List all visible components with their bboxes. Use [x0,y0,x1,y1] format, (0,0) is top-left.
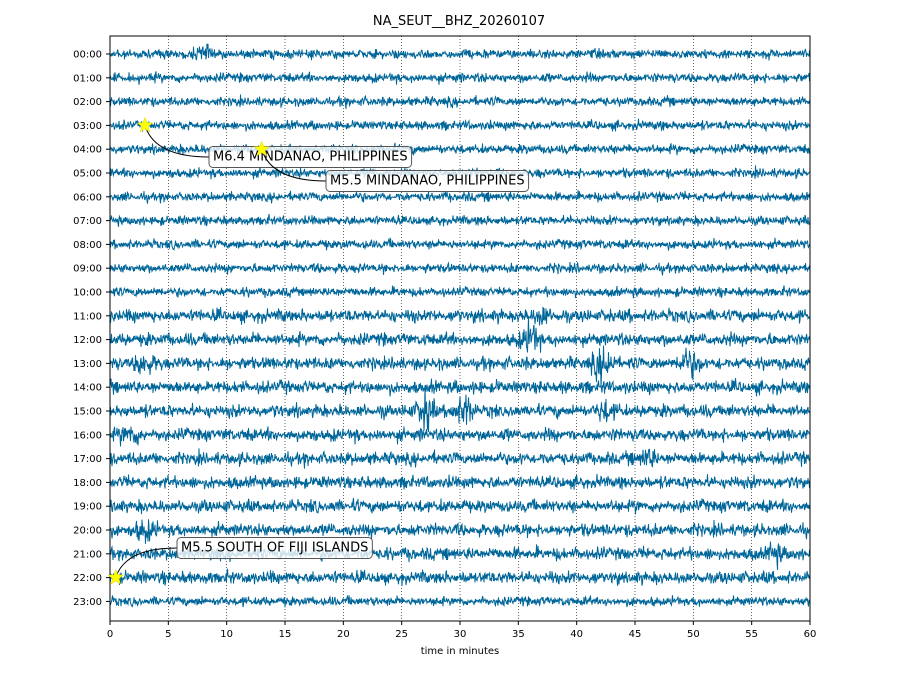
y-tick-label: 04:00 [73,145,102,156]
trace-row-1400 [109,378,811,397]
trace-row-0900 [109,261,811,276]
x-tick-label: 5 [165,629,171,640]
event-label-box [325,170,530,192]
y-tick-label: 01:00 [73,73,102,84]
trace-row-1900 [109,497,811,515]
trace-row-2000 [109,519,810,544]
trace-row-0600 [109,190,811,204]
x-tick-label: 0 [107,629,113,640]
event-connector [144,125,210,158]
y-tick-label: 08:00 [73,240,102,251]
x-tick-label: 30 [454,629,467,640]
x-tick-label: 40 [570,629,583,640]
y-tick-label: 23:00 [73,597,102,608]
trace-row-1700 [109,448,811,469]
chart-title: NA_SEUT__BHZ_20260107 [373,14,545,29]
event-connector [115,547,178,578]
event-annotations: M6.4 MINDANAO, PHILIPPINES M5.5 MINDANAO,… [107,116,530,585]
x-tick-label: 50 [687,629,700,640]
trace-row-0300 [109,118,811,133]
y-tick-label: 05:00 [73,169,102,180]
y-tick-label: 21:00 [73,549,102,560]
y-tick-label: 07:00 [73,216,102,227]
x-tick-label: 20 [337,629,350,640]
y-tick-label: 15:00 [73,407,102,418]
trace-row-1300 [109,345,811,388]
x-tick-label: 25 [395,629,408,640]
y-tick-label: 22:00 [73,573,102,584]
trace-row-1800 [109,473,811,490]
trace-row-1500 [109,385,811,433]
y-tick-label: 06:00 [73,192,102,203]
x-tick-label: 35 [512,629,525,640]
x-axis-label: time in minutes [421,646,500,657]
trace-row-1600 [109,426,811,447]
event-label: M6.4 MINDANAO, PHILIPPINES [213,150,408,165]
y-tick-label: 03:00 [73,121,102,132]
trace-row-1000 [109,285,811,299]
x-axis-ticks: 0 5 10 15 20 25 30 35 40 45 50 55 60 [107,621,817,640]
trace-row-0200 [109,94,811,110]
event-label: M5.5 MINDANAO, PHILIPPINES [330,174,525,189]
trace-row-0700 [109,213,811,227]
trace-row-0800 [109,237,811,251]
event-label-box [176,537,373,559]
x-tick-label: 10 [220,629,233,640]
y-tick-label: 10:00 [73,288,102,299]
y-tick-label: 20:00 [73,526,102,537]
y-tick-label: 11:00 [73,311,102,322]
y-tick-label: 17:00 [73,454,102,465]
event-star-marker [136,116,154,133]
y-tick-label: 18:00 [73,478,102,489]
y-tick-label: 02:00 [73,97,102,108]
y-tick-label: 16:00 [73,430,102,441]
y-axis-ticks: 00:00 01:00 02:00 03:00 04:00 05:00 06:00 07:00… [73,50,110,608]
event-connector [261,149,327,182]
y-tick-label: 12:00 [73,335,102,346]
event-star-marker [107,568,125,585]
trace-row-2200 [109,568,811,586]
trace-row-0100 [109,71,811,85]
event-star-marker [253,140,270,157]
x-tick-label: 55 [745,629,758,640]
y-tick-label: 13:00 [73,359,102,370]
y-tick-label: 00:00 [73,50,102,61]
trace-row-1100 [109,306,811,326]
event-label: M5.5 SOUTH OF FIJI ISLANDS [181,541,368,556]
y-tick-label: 19:00 [73,502,102,513]
y-tick-label: 14:00 [73,383,102,394]
trace-row-2300 [109,594,811,608]
x-tick-label: 60 [804,629,817,640]
seismic-traces [109,43,811,608]
y-tick-label: 09:00 [73,264,102,275]
trace-row-0000 [109,43,811,61]
x-tick-label: 15 [279,629,292,640]
x-tick-label: 45 [629,629,642,640]
trace-row-1200 [109,316,811,353]
